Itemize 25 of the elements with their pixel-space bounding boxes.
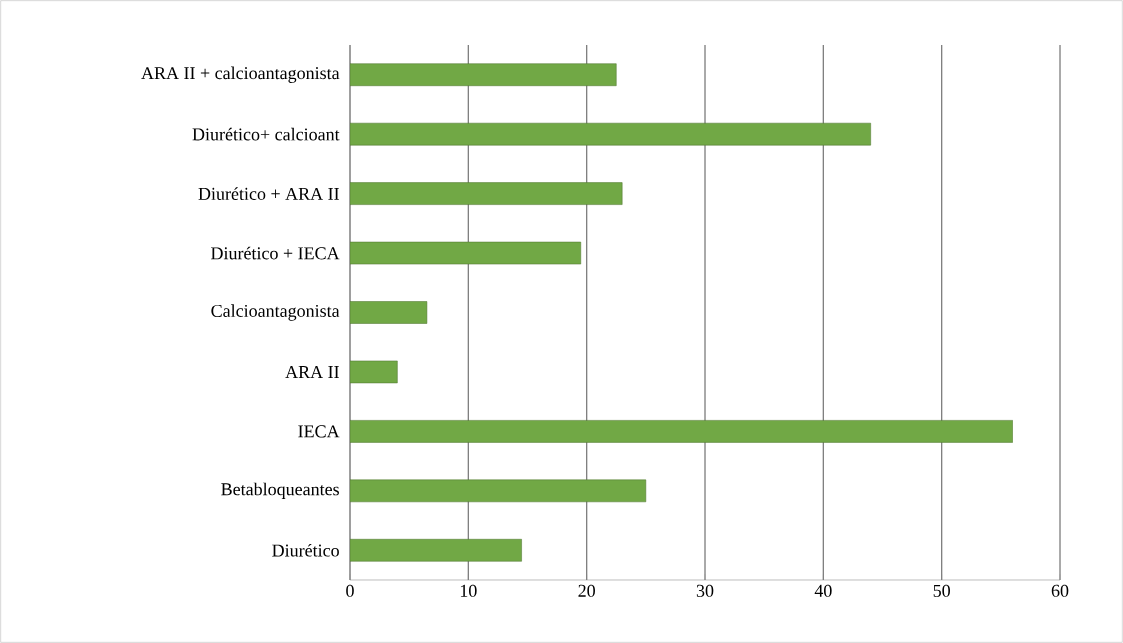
y-tick-label: ARA II: [285, 366, 339, 378]
bar: [350, 301, 428, 324]
x-tick-label: 0: [346, 584, 354, 597]
y-tick-label: Diurético: [272, 543, 339, 557]
bar: [350, 539, 522, 562]
bar: [350, 182, 623, 205]
y-tick-label: Betabloqueantes: [221, 482, 339, 499]
bar: [350, 360, 398, 384]
bar: [350, 479, 647, 503]
bar: [350, 63, 617, 86]
x-tick-label: 30: [696, 584, 714, 597]
y-tick-label: Diurético + IECA: [211, 246, 340, 260]
y-tick-label: IECA: [298, 425, 340, 438]
bar: [350, 122, 871, 146]
y-tick-label: Diurético+ calcioant: [192, 127, 340, 141]
x-tick-label: 60: [1051, 584, 1069, 597]
bar: [350, 241, 582, 265]
y-tick-label: ARA II + calcioantagonista: [141, 66, 340, 83]
x-tick-label: 40: [814, 584, 832, 597]
x-tick-label: 10: [460, 584, 477, 597]
y-tick-label: Diurético + ARA II: [198, 187, 339, 200]
y-tick-label: Calcioantagonista: [211, 304, 340, 321]
x-tick-label: 50: [933, 584, 950, 597]
bar: [350, 420, 1013, 443]
x-tick-label: 20: [578, 584, 595, 597]
